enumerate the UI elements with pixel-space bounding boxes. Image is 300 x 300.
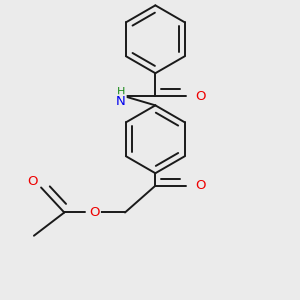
Text: N: N <box>116 95 126 108</box>
Text: H: H <box>116 87 125 97</box>
Text: O: O <box>27 175 38 188</box>
Text: O: O <box>196 179 206 192</box>
Text: O: O <box>89 206 100 219</box>
Text: O: O <box>196 90 206 103</box>
